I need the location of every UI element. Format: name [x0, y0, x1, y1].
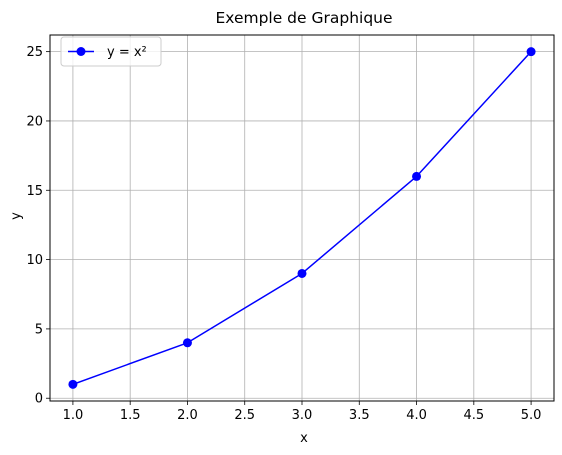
legend-marker-swatch — [76, 47, 86, 56]
y-tick-label: 15 — [26, 184, 43, 199]
data-point — [297, 268, 307, 278]
legend-entry-label: y = x² — [107, 45, 147, 60]
y-axis-ticks: 0 5 10 15 20 25 — [26, 45, 50, 407]
y-axis-label: y — [9, 212, 24, 220]
x-tick-label: 4.5 — [463, 408, 484, 423]
x-axis-ticks: 1.0 1.5 2.0 2.5 3.0 3.5 4.0 4.5 5.0 — [63, 401, 542, 423]
y-tick-label: 5 — [35, 322, 43, 337]
plot-area — [68, 47, 536, 389]
legend: y = x² — [60, 36, 162, 67]
data-point — [182, 338, 192, 348]
x-tick-label: 4.0 — [406, 408, 427, 423]
x-tick-label: 1.0 — [63, 408, 84, 423]
y-tick-label: 0 — [35, 392, 43, 407]
data-point — [412, 171, 422, 181]
x-tick-label: 3.0 — [292, 408, 313, 423]
x-tick-label: 3.5 — [349, 408, 370, 423]
y-tick-label: 20 — [26, 114, 43, 129]
y-tick-label: 25 — [26, 45, 43, 60]
x-tick-label: 2.5 — [234, 408, 255, 423]
chart-title: Exemple de Graphique — [215, 9, 392, 27]
x-tick-label: 2.0 — [177, 408, 198, 423]
data-point — [526, 47, 536, 57]
data-point — [68, 379, 78, 389]
x-tick-label: 5.0 — [521, 408, 542, 423]
grid — [50, 35, 554, 401]
x-tick-label: 1.5 — [120, 408, 141, 423]
x-axis-label: x — [300, 431, 308, 446]
legend-box — [60, 36, 162, 67]
y-tick-label: 10 — [26, 253, 43, 268]
